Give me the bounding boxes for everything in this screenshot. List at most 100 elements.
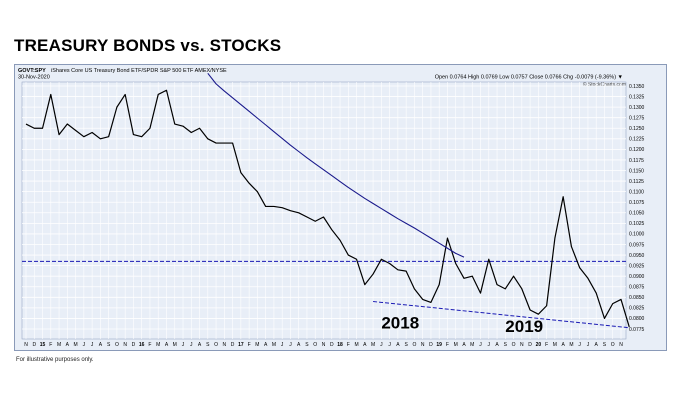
y-tick-label: 0.1350 — [629, 84, 645, 90]
x-tick-label: A — [66, 342, 70, 348]
y-tick-label: 0.1150 — [629, 168, 644, 174]
x-tick-label: S — [603, 342, 607, 348]
x-tick-label: J — [578, 342, 581, 348]
x-tick-label: F — [347, 342, 350, 348]
y-tick-label: 0.1175 — [629, 158, 644, 164]
x-tick-label: M — [73, 342, 77, 348]
x-tick-label: F — [545, 342, 548, 348]
x-tick-label: A — [561, 342, 565, 348]
x-tick-label: S — [504, 342, 508, 348]
x-tick-label: N — [520, 342, 524, 348]
x-tick-label: A — [264, 342, 268, 348]
chart-symbol: GOVT:SPY — [18, 68, 46, 74]
trend-line — [373, 301, 630, 329]
y-tick-label: 0.1225 — [629, 137, 645, 143]
x-tick-label: 19 — [436, 342, 442, 348]
y-tick-label: 0.0925 — [629, 263, 645, 269]
y-tick-label: 0.1275 — [629, 115, 645, 121]
y-tick-label: 0.1075 — [629, 200, 645, 206]
x-tick-label: 16 — [139, 342, 145, 348]
x-tick-label: J — [182, 342, 185, 348]
chart-ohlc: Open 0.0764 High 0.0769 Low 0.0757 Close… — [435, 75, 623, 81]
y-tick-label: 0.1050 — [629, 211, 645, 217]
x-tick-label: S — [305, 342, 309, 348]
x-tick-label: J — [479, 342, 482, 348]
x-tick-label: A — [495, 342, 499, 348]
x-tick-label: S — [206, 342, 210, 348]
x-tick-label: M — [454, 342, 458, 348]
x-tick-label: M — [57, 342, 61, 348]
y-tick-label: 0.0975 — [629, 242, 645, 248]
x-tick-label: M — [371, 342, 375, 348]
x-tick-label: N — [619, 342, 623, 348]
plot-area-border — [21, 81, 627, 340]
x-tick-label: F — [49, 342, 52, 348]
y-tick-label: 0.1250 — [629, 126, 645, 132]
x-tick-label: J — [488, 342, 491, 348]
y-tick-label: 0.0950 — [629, 253, 645, 259]
x-tick-label: M — [156, 342, 160, 348]
x-tick-label: O — [214, 342, 218, 348]
year-annotation-2019: 2019 — [505, 317, 543, 336]
x-tick-label: J — [190, 342, 193, 348]
x-tick-label: D — [528, 342, 532, 348]
x-tick-label: S — [404, 342, 408, 348]
x-tick-label: J — [83, 342, 86, 348]
reference-layer — [22, 260, 630, 329]
x-tick-label: A — [363, 342, 367, 348]
y-tick-label: 0.0800 — [629, 316, 645, 322]
year-annotation-2018: 2018 — [381, 314, 419, 333]
y-tick-label: 0.0900 — [629, 274, 645, 280]
x-tick-label: J — [91, 342, 94, 348]
x-tick-label: A — [595, 342, 599, 348]
moving-average-line — [207, 72, 465, 258]
x-tick-label: 18 — [337, 342, 343, 348]
grid-layer — [22, 82, 626, 339]
x-tick-label: A — [198, 342, 202, 348]
x-tick-label: A — [99, 342, 103, 348]
y-tick-label: 0.1025 — [629, 221, 645, 227]
chart-description: iShares Core US Treasury Bond ETF/SPDR S… — [51, 68, 227, 74]
x-tick-label: J — [388, 342, 391, 348]
x-tick-label: D — [330, 342, 334, 348]
y-tick-label: 0.0825 — [629, 306, 645, 312]
annotation-layer: 2018 2019 — [381, 314, 543, 336]
x-tick-label: 20 — [536, 342, 542, 348]
y-tick-label: 0.1325 — [629, 94, 645, 100]
x-tick-label: M — [272, 342, 276, 348]
x-tick-label: M — [354, 342, 358, 348]
y-tick-label: 0.1000 — [629, 232, 645, 238]
y-tick-label: 0.0775 — [629, 327, 645, 333]
footnote: For illustrative purposes only. — [16, 357, 94, 363]
y-tick-label: 0.1300 — [629, 105, 645, 111]
x-tick-label: M — [255, 342, 259, 348]
page-title: TREASURY BONDS vs. STOCKS — [14, 36, 282, 55]
x-tick-label: O — [313, 342, 317, 348]
y-axis: 0.1350 0.1325 0.1300 0.1275 0.1250 0.1225 0.12… — [629, 84, 645, 333]
x-tick-label: F — [148, 342, 151, 348]
x-tick-label: S — [107, 342, 111, 348]
x-tick-label: A — [462, 342, 466, 348]
x-tick-label: O — [115, 342, 119, 348]
x-tick-label: M — [470, 342, 474, 348]
x-tick-label: 17 — [238, 342, 244, 348]
x-tick-label: D — [132, 342, 136, 348]
chart-panel: GOVT:SPY iShares Core US Treasury Bond E… — [14, 64, 667, 351]
x-tick-label: A — [297, 342, 301, 348]
x-tick-label: M — [553, 342, 557, 348]
y-tick-label: 0.1100 — [629, 189, 644, 195]
x-tick-label: N — [123, 342, 127, 348]
x-tick-label: D — [231, 342, 235, 348]
x-tick-label: N — [322, 342, 326, 348]
x-tick-label: O — [611, 342, 615, 348]
x-tick-label: A — [396, 342, 400, 348]
y-tick-label: 0.0850 — [629, 295, 645, 301]
chart-date: 30-Nov-2020 — [18, 75, 50, 81]
x-tick-label: J — [587, 342, 590, 348]
y-tick-label: 0.1200 — [629, 147, 645, 153]
x-tick-label: M — [569, 342, 573, 348]
x-tick-label: J — [281, 342, 284, 348]
x-tick-label: F — [248, 342, 251, 348]
x-tick-label: D — [429, 342, 433, 348]
x-tick-label: O — [412, 342, 416, 348]
